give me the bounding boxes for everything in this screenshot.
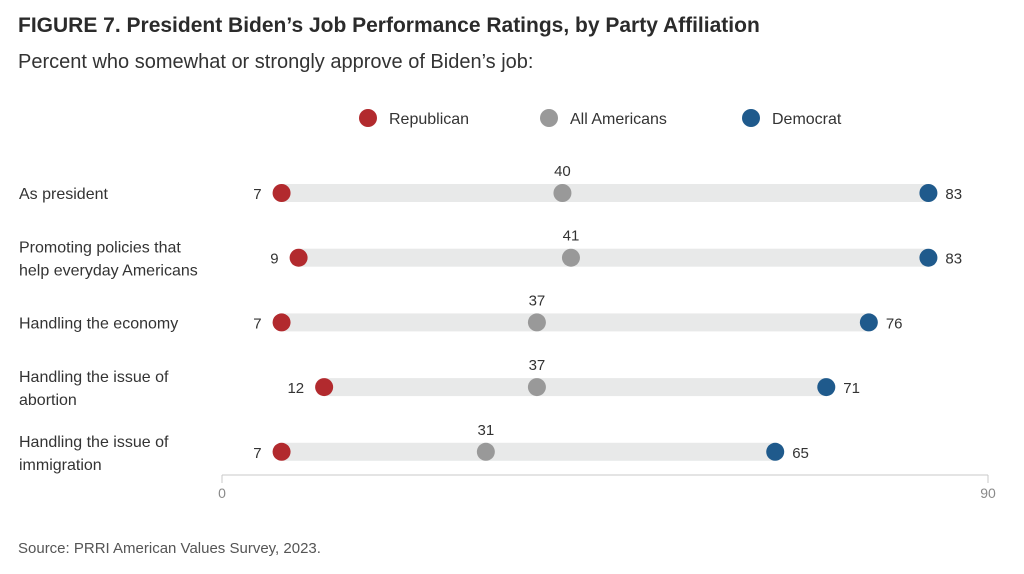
democrat-value-1: 83: [945, 251, 962, 268]
all-americans-dot-3: [527, 378, 546, 397]
category-label-3-0: Handling the issue of: [19, 369, 169, 386]
republican-value-0: 7: [253, 186, 261, 203]
legend-marker-0: [359, 109, 377, 127]
republican-value-4: 7: [253, 445, 261, 462]
range-bar-4: [281, 442, 776, 461]
range-bar-0: [281, 184, 929, 202]
democrat-dot-1: [919, 248, 938, 267]
legend-marker-2: [742, 109, 760, 127]
all-americans-dot-2: [527, 313, 546, 332]
source-note: Source: PRRI American Values Survey, 202…: [18, 540, 321, 557]
range-bar-2: [281, 313, 869, 332]
legend-label-1: All Americans: [570, 111, 667, 128]
chart-title: FIGURE 7. President Biden’s Job Performa…: [18, 14, 760, 37]
x-tick-label-0: 0: [218, 485, 226, 501]
all-americans-dot-4: [476, 442, 495, 461]
legend-label-2: Democrat: [772, 111, 842, 128]
x-tick-label-1: 90: [980, 485, 996, 501]
category-label-0-0: As president: [19, 186, 108, 203]
all-americans-dot-0: [553, 184, 572, 202]
republican-dot-2: [272, 313, 291, 332]
category-label-4-0: Handling the issue of: [19, 434, 169, 451]
legend-label-0: Republican: [389, 111, 469, 128]
range-bar-3: [324, 378, 827, 397]
all-americans-value-4: 31: [478, 422, 495, 439]
democrat-value-4: 65: [792, 445, 809, 462]
republican-dot-3: [315, 378, 334, 397]
republican-value-1: 9: [270, 251, 278, 268]
category-label-2-0: Handling the economy: [19, 315, 178, 332]
republican-dot-0: [272, 184, 291, 202]
democrat-dot-4: [766, 442, 785, 461]
democrat-value-0: 83: [945, 186, 962, 203]
democrat-value-3: 71: [843, 380, 860, 397]
chart-subtitle: Percent who somewhat or strongly approve…: [18, 51, 534, 73]
democrat-dot-0: [919, 184, 938, 202]
democrat-dot-2: [859, 313, 878, 332]
democrat-dot-3: [817, 378, 836, 397]
category-label-1-0: Promoting policies that: [19, 240, 181, 257]
all-americans-dot-1: [561, 248, 580, 267]
republican-dot-1: [289, 248, 308, 267]
category-label-4-1: immigration: [19, 457, 102, 474]
all-americans-value-2: 37: [529, 292, 546, 309]
category-label-1-1: help everyday Americans: [19, 263, 198, 280]
republican-dot-4: [272, 442, 291, 461]
democrat-value-2: 76: [886, 315, 903, 332]
all-americans-value-0: 40: [554, 163, 571, 180]
all-americans-value-1: 41: [563, 228, 580, 245]
republican-value-2: 7: [253, 315, 261, 332]
category-label-3-1: abortion: [19, 392, 77, 409]
legend-marker-1: [540, 109, 558, 127]
all-americans-value-3: 37: [529, 357, 546, 374]
range-bar-1: [298, 248, 929, 267]
republican-value-3: 12: [287, 380, 304, 397]
